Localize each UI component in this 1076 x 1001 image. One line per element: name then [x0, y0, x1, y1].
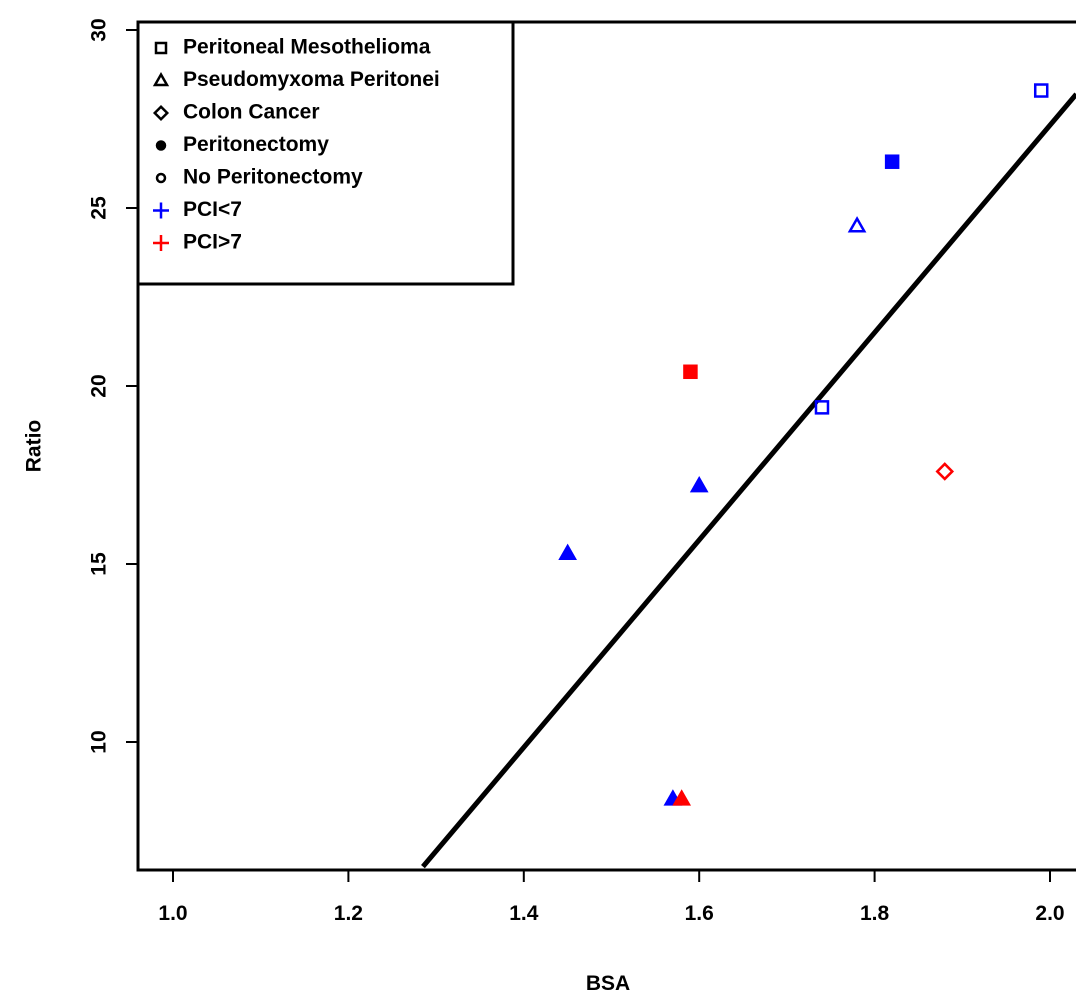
data-point	[558, 543, 578, 560]
legend-symbol	[152, 104, 170, 122]
y-axis: 10 15 20 25 30	[88, 18, 138, 754]
legend-entry-label: Peritoneal Mesothelioma	[183, 36, 431, 59]
regression-line	[421, 92, 1076, 869]
plot-frame	[136, 20, 1076, 872]
legend-symbol	[154, 41, 168, 55]
legend-entry-label: PCI>7	[183, 231, 242, 254]
data-point	[689, 475, 709, 493]
legend-entry-label: No Peritonectomy	[183, 166, 363, 189]
legend-entry-label: PCI<7	[183, 198, 242, 221]
plot-area	[421, 83, 1076, 869]
data-point	[884, 154, 900, 169]
data-point	[847, 216, 867, 233]
y-tick-label: 20	[88, 374, 111, 397]
legend-symbol	[152, 71, 170, 87]
data-point	[683, 364, 698, 380]
data-point	[1033, 83, 1049, 98]
x-tick-label: 1.0	[158, 902, 187, 925]
y-tick-label: 25	[88, 196, 111, 220]
y-tick-label: 15	[88, 552, 111, 576]
legend-symbol	[153, 202, 169, 219]
legend-entry-label: Colon Cancer	[183, 101, 320, 124]
y-tick-label: 30	[88, 18, 111, 41]
legend-symbol	[153, 235, 169, 251]
legend: Peritoneal Mesothelioma Pseudomyxoma Peri…	[136, 20, 515, 286]
legend-entry-label: Peritonectomy	[183, 133, 329, 156]
data-point	[814, 400, 830, 415]
x-axis: 1.0 1.2 1.4 1.6 1.8 2.0	[158, 870, 1065, 925]
y-tick-label: 10	[88, 730, 111, 753]
legend-entry-label: Pseudomyxoma Peritonei	[183, 68, 440, 91]
x-tick-label: 2.0	[1035, 902, 1064, 925]
data-point	[672, 789, 692, 806]
legend-symbol	[155, 172, 167, 184]
x-axis-label: BSA	[586, 972, 630, 995]
x-tick-label: 1.8	[860, 902, 890, 925]
y-axis-label: Ratio	[23, 420, 46, 473]
x-tick-label: 1.6	[685, 902, 714, 925]
legend-box	[136, 20, 515, 286]
x-tick-label: 1.2	[334, 902, 363, 925]
x-tick-label: 1.4	[509, 902, 539, 925]
legend-symbol	[155, 140, 167, 151]
data-point	[935, 462, 955, 481]
